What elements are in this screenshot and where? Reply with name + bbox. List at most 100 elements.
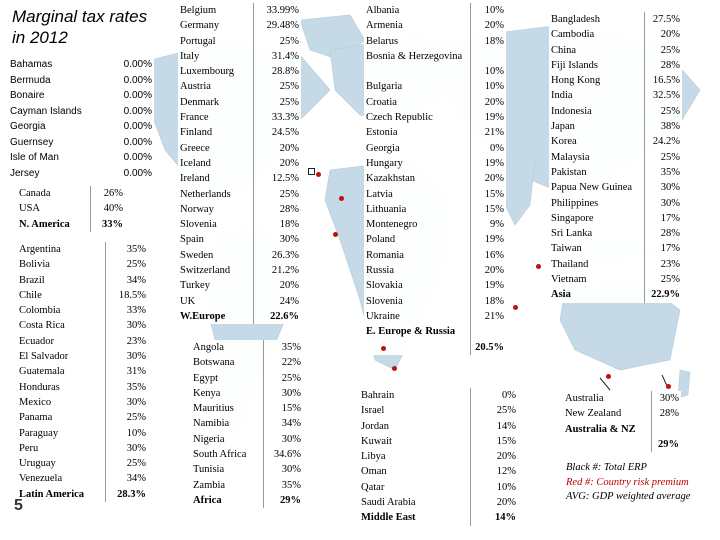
country-name: Kuwait — [361, 435, 392, 447]
country-name: France — [180, 112, 209, 124]
country-name: Ireland — [180, 173, 210, 185]
tax-rate-value: 20.5% — [470, 324, 506, 355]
country-name: Philippines — [551, 197, 599, 209]
map-marker — [381, 346, 386, 351]
tax-rate-value: 29.48% — [252, 18, 301, 34]
table-row: Slovenia 18% — [364, 293, 506, 309]
table-row: Canada 26% — [17, 186, 125, 202]
tax-rate-value: 28.3% — [105, 486, 148, 503]
tax-rate-value: 14% — [469, 510, 518, 526]
country-name: Bahrain — [361, 390, 395, 401]
country-name: Turkey — [180, 280, 210, 292]
tax-rate-value: 10% — [105, 425, 148, 441]
table-row: Australia & NZ 29% — [563, 421, 681, 453]
country-name: Uruguay — [19, 458, 56, 470]
country-name: Singapore — [551, 212, 594, 224]
tax-rate-value: 10% — [470, 48, 506, 80]
table-row: Slovenia 18% — [178, 217, 301, 233]
country-name: Peru — [19, 442, 39, 454]
tax-rate-value: 31% — [105, 364, 148, 380]
country-name: Kenya — [193, 387, 221, 399]
country-name: Lithuania — [366, 203, 407, 215]
table-row: Georgia 0% — [364, 140, 506, 156]
country-name: Indonesia — [551, 105, 592, 117]
country-name: Jordan — [361, 420, 389, 432]
latin-america-table: Argentina 35% Bolivia 25% Brazil 34% Chile 18.5… — [17, 242, 148, 503]
country-name: Botswana — [193, 357, 235, 369]
tax-rate-value: 20% — [469, 449, 518, 465]
country-name: Bahamas — [10, 59, 53, 70]
country-name: Georgia — [366, 142, 400, 154]
tax-rate-value: 25% — [252, 33, 301, 49]
tax-rate-value: 30% — [644, 195, 682, 211]
tax-rate-value: 17% — [644, 210, 682, 227]
tax-rate-value: 23% — [644, 256, 682, 273]
tax-rate-value: 35% — [105, 242, 148, 258]
tax-rate-value: 25% — [469, 403, 518, 419]
country-name: Asia — [551, 289, 571, 301]
country-name: Russia — [366, 265, 395, 277]
country-name: Bangladesh — [551, 14, 600, 25]
tax-rate-value: 33.3% — [252, 110, 301, 126]
country-name: Hungary — [366, 157, 403, 169]
country-name: UK — [180, 295, 196, 307]
page-number: 5 — [14, 497, 23, 514]
country-name: Montenegro — [366, 219, 418, 231]
tax-rate-value: 26.3% — [252, 247, 301, 264]
tax-rate-value: 29% — [650, 421, 681, 453]
tax-rate-value: 22.9% — [644, 287, 682, 303]
tax-rate-value: 0.00% — [123, 152, 152, 163]
country-name: Finland — [180, 127, 213, 139]
tax-rate-value: 15% — [470, 186, 506, 202]
tax-rate-value: 35% — [262, 477, 303, 493]
table-row: Colombia 33% — [17, 303, 148, 319]
tax-rate-value: 28% — [644, 57, 682, 74]
country-name: Panama — [19, 412, 53, 424]
table-row: Belarus 18% — [364, 33, 506, 49]
country-name: E. Europe & Russia — [366, 326, 456, 338]
table-row: Kenya 30% — [191, 385, 303, 402]
table-row: Angola 35% — [191, 340, 303, 356]
tax-rate-value: 20% — [252, 155, 301, 172]
map-marker — [513, 305, 518, 310]
table-row: Korea 24.2% — [549, 134, 682, 150]
country-name: Bolivia — [19, 259, 50, 271]
page-title: Marginal tax rates in 2012 — [12, 6, 172, 48]
table-row: Croatia 20% — [364, 94, 506, 111]
table-row: Ireland 12.5% — [178, 171, 301, 187]
tax-rate-value: 28.8% — [252, 64, 301, 80]
country-name: Cambodia — [551, 29, 595, 41]
tax-rate-value: 0.00% — [123, 121, 152, 132]
country-name: Fiji Islands — [551, 59, 598, 71]
table-row: UK 24% — [178, 293, 301, 309]
country-name: Africa — [193, 494, 222, 506]
table-row: Guatemala 31% — [17, 364, 148, 380]
table-row: Bermuda 0.00% — [8, 73, 154, 89]
country-name: Argentina — [19, 244, 61, 255]
table-row: Bahrain 0% — [359, 388, 518, 404]
country-name: Germany — [180, 20, 220, 32]
table-row: Hungary 19% — [364, 155, 506, 172]
table-row: Japan 38% — [549, 119, 682, 135]
tax-rate-value: 16.5% — [644, 73, 682, 89]
tax-rate-value: 20% — [469, 495, 518, 511]
table-row: Chile 18.5% — [17, 287, 148, 304]
table-row: Honduras 35% — [17, 379, 148, 395]
tax-rate-value: 31.4% — [252, 48, 301, 65]
country-name: Sri Lanka — [551, 228, 593, 240]
table-row: Costa Rica 30% — [17, 318, 148, 334]
table-row: Thailand 23% — [549, 256, 682, 273]
table-row: Latin America 28.3% — [17, 486, 148, 503]
map-marker — [339, 196, 344, 201]
table-row: Oman 12% — [359, 464, 518, 480]
table-row: Luxembourg 28.8% — [178, 64, 301, 80]
tax-rate-value: 10% — [469, 479, 518, 496]
table-row: Paraguay 10% — [17, 425, 148, 441]
tax-rate-value: 9% — [470, 217, 506, 233]
country-name: Spain — [180, 234, 204, 246]
country-name: Switzerland — [180, 265, 231, 277]
country-name: India — [551, 90, 573, 102]
country-name: Chile — [19, 289, 42, 301]
country-name: Honduras — [19, 381, 60, 393]
country-name: Taiwan — [551, 243, 582, 255]
